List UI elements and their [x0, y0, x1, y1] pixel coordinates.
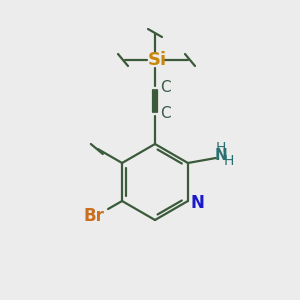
Text: N: N [191, 194, 205, 212]
Text: Br: Br [84, 207, 104, 225]
Text: H: H [224, 154, 234, 168]
Text: C: C [160, 106, 170, 122]
Text: H: H [216, 141, 226, 155]
Text: Si: Si [147, 51, 167, 69]
Text: C: C [160, 80, 170, 95]
Text: N: N [214, 148, 227, 164]
